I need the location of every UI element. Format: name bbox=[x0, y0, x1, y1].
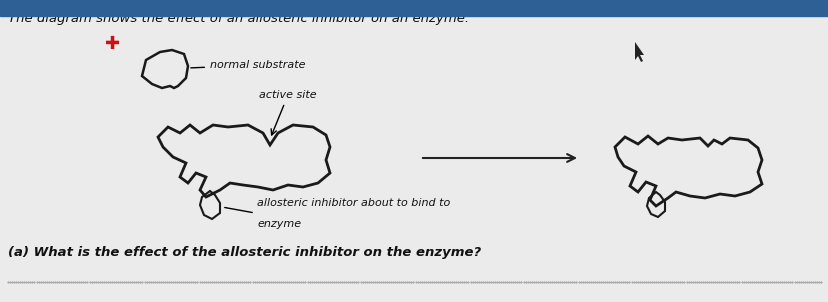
Text: ✚: ✚ bbox=[105, 35, 120, 53]
Polygon shape bbox=[634, 42, 643, 62]
Bar bbox=[0, 0, 828, 16]
Text: enzyme: enzyme bbox=[257, 219, 301, 229]
Text: The diagram shows the effect of an allosteric inhibitor on an enzyme.: The diagram shows the effect of an allos… bbox=[8, 12, 469, 25]
Text: normal substrate: normal substrate bbox=[190, 60, 306, 70]
Text: allosteric inhibitor about to bind to: allosteric inhibitor about to bind to bbox=[257, 198, 450, 208]
Text: active site: active site bbox=[259, 90, 316, 135]
Text: (a) What is the effect of the allosteric inhibitor on the enzyme?: (a) What is the effect of the allosteric… bbox=[8, 246, 480, 259]
